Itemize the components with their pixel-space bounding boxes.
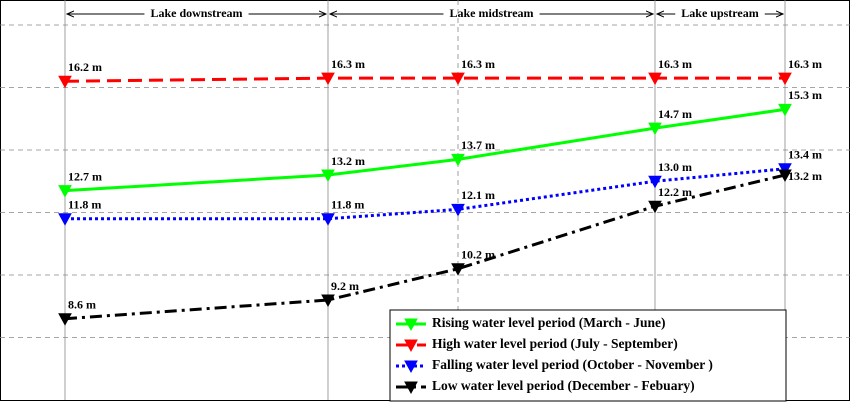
value-label: 11.8 m bbox=[331, 198, 364, 212]
data-point bbox=[58, 185, 72, 198]
value-label: 13.2 m bbox=[331, 154, 365, 168]
value-label: 13.0 m bbox=[658, 160, 692, 174]
value-label: 12.2 m bbox=[658, 185, 692, 199]
legend-label: Low water level period (December - Febua… bbox=[432, 378, 695, 393]
data-point bbox=[648, 122, 662, 136]
zone-label: Lake downstream bbox=[150, 6, 242, 20]
data-point bbox=[451, 263, 465, 276]
value-label: 16.3 m bbox=[788, 57, 822, 71]
data-point bbox=[648, 200, 662, 214]
value-label: 14.7 m bbox=[658, 107, 692, 121]
value-label: 8.6 m bbox=[68, 298, 96, 312]
value-label: 16.2 m bbox=[68, 60, 102, 74]
series-line bbox=[64, 173, 786, 321]
data-point bbox=[321, 213, 335, 226]
value-label: 10.2 m bbox=[461, 248, 495, 262]
legend-marker bbox=[404, 360, 418, 374]
data-point bbox=[58, 213, 72, 226]
value-label: 13.7 m bbox=[461, 138, 495, 152]
data-point bbox=[648, 72, 662, 86]
value-label: 12.1 m bbox=[461, 188, 495, 202]
value-label: 11.8 m bbox=[68, 198, 101, 212]
legend-label: High water level period (July - Septembe… bbox=[432, 336, 678, 351]
data-point bbox=[648, 175, 662, 189]
legend-marker bbox=[404, 318, 418, 332]
value-label: 16.3 m bbox=[658, 57, 692, 71]
data-point bbox=[778, 103, 792, 117]
series-line bbox=[64, 76, 785, 83]
value-label: 12.7 m bbox=[68, 169, 102, 183]
data-point bbox=[451, 203, 465, 217]
data-point bbox=[451, 153, 465, 167]
value-label: 9.2 m bbox=[331, 279, 359, 293]
legend: Rising water level period (March - June)… bbox=[389, 309, 787, 402]
zone-label: Lake midstream bbox=[449, 6, 533, 20]
data-point bbox=[58, 313, 72, 326]
data-point bbox=[321, 169, 335, 183]
data-point bbox=[778, 169, 792, 183]
value-label: 16.3 m bbox=[331, 57, 365, 71]
value-label: 15.3 m bbox=[788, 88, 822, 102]
data-point bbox=[778, 72, 792, 86]
value-label: 13.2 m bbox=[788, 169, 822, 183]
zone-label: Lake upstream bbox=[681, 6, 758, 20]
series-line bbox=[65, 167, 786, 221]
data-point bbox=[321, 294, 335, 308]
legend-marker bbox=[404, 339, 418, 353]
data-point bbox=[321, 72, 335, 86]
legend-marker bbox=[404, 381, 418, 395]
value-label: 13.4 m bbox=[788, 148, 822, 162]
data-point bbox=[58, 75, 72, 89]
legend-label: Falling water level period (October - No… bbox=[432, 357, 713, 372]
data-point bbox=[451, 72, 465, 86]
legend-box bbox=[389, 309, 787, 402]
value-label: 16.3 m bbox=[461, 57, 495, 71]
legend-label: Rising water level period (March - June) bbox=[432, 315, 665, 330]
data-point bbox=[778, 163, 792, 176]
